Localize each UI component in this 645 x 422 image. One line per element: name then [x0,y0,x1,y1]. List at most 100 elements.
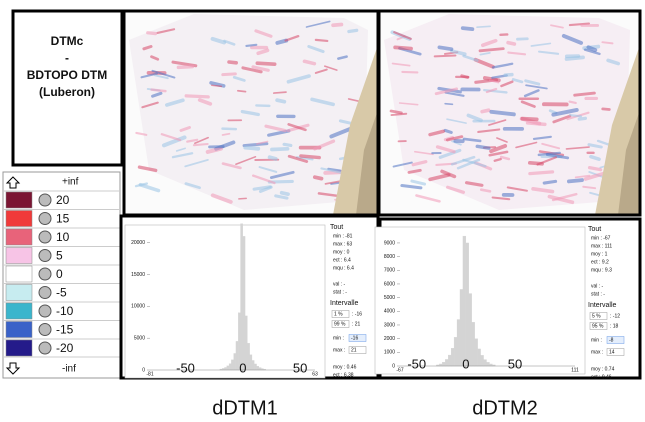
map-stroke [137,165,158,173]
stats-title: Tout [330,224,343,231]
map-stroke [451,140,462,146]
map-stroke [153,74,169,80]
map-stroke [398,102,419,106]
y-tick-label: 0 [392,363,395,369]
stats-field [606,336,625,344]
map-stroke [312,175,324,181]
y-tick-label: 10000 [131,304,145,310]
map-stroke [528,170,555,176]
map-stroke [161,135,187,148]
map-stroke [569,113,583,118]
histogram-bar [226,365,230,371]
map-stroke [503,72,514,77]
map-stroke [491,62,514,69]
map-stroke [197,98,213,106]
stats-text: val : - [591,283,604,289]
stats-field-text: 1 % [334,311,343,317]
histogram-bar [445,359,449,367]
map-stroke [477,128,501,134]
y-tick-label: 1000 [384,350,395,356]
stats-text: val : - [333,281,346,287]
map-stroke [523,89,540,98]
x-tick-label: -50 [407,356,426,371]
map-stroke [444,102,454,106]
map-stroke [462,54,479,62]
x-limit-label: -81 [146,371,153,377]
map-stroke [582,185,597,190]
map-stroke [275,98,287,104]
histogram-bar [240,223,243,371]
legend-label: 0 [56,267,63,281]
map-stroke [428,129,445,137]
map-stroke [438,148,462,159]
map-stroke [286,74,311,84]
map-stroke [329,126,355,139]
legend-swatch [5,228,33,246]
stats-text: : 21 [352,321,361,327]
map-stroke [337,55,348,60]
histogram-bar [439,363,443,367]
x-limit-label: 63 [312,371,318,377]
map-stroke [256,140,269,145]
map-stroke [462,158,487,168]
eye-icon [38,323,52,336]
map-stroke [491,196,511,201]
stats-text: moy : 0.46 [333,364,357,370]
map-stroke [241,66,263,74]
map-stroke [270,146,290,152]
map-stroke [566,178,584,184]
map-stroke [251,65,270,72]
histogram-bar [468,293,472,367]
histogram-bar [242,236,246,371]
map-stroke [475,144,491,150]
map-stroke [258,166,278,173]
stats-text: stat : - [333,289,347,295]
histogram-bar [489,363,493,367]
eye-icon [38,249,52,262]
map-stroke [601,41,614,45]
map-stroke [506,186,528,192]
map-stroke [415,194,441,203]
map-stroke [179,126,191,132]
map-stroke [565,146,590,150]
stats-text: max : 63 [333,241,352,247]
map-stroke [273,91,287,94]
x-tick-label: 0 [462,356,469,371]
stats-text: ect : 9.46 [591,374,612,380]
map-frame [377,9,642,217]
stats-text: max : [333,347,345,353]
map-stroke [586,45,598,53]
legend-swatch [5,321,33,338]
stats-heading: Intervalle [588,302,617,309]
map-stroke [165,98,185,107]
map-stroke [210,193,233,204]
legend-label: 5 [56,249,63,263]
stats-text: ect : 6.38 [333,372,354,378]
map-stroke [437,45,454,52]
map-stroke [269,170,295,180]
map-stroke [205,146,223,154]
y-tick-label: 9000 [384,240,395,246]
legend-swatch [5,284,33,301]
map-stroke [488,79,500,84]
arrow-down [5,362,21,375]
map-stroke [466,113,483,123]
map-stroke [530,42,552,47]
map-stroke [171,152,194,159]
map-stroke [525,84,548,90]
map-stroke [305,20,331,28]
map-stroke [184,94,210,99]
x-tick-label: -50 [176,360,195,375]
map-stroke [210,36,227,45]
hillshade [356,110,378,215]
legend-swatch [5,191,33,209]
y-tick-label: 5000 [134,336,145,342]
map-stroke [542,179,558,185]
y-tick-label: 3000 [384,322,395,328]
stats-field-text: -8 [609,337,614,343]
map-stroke [460,26,475,32]
map-stroke [479,188,492,193]
x-limit-label: -67 [396,367,403,373]
histogram-bar [456,319,461,367]
